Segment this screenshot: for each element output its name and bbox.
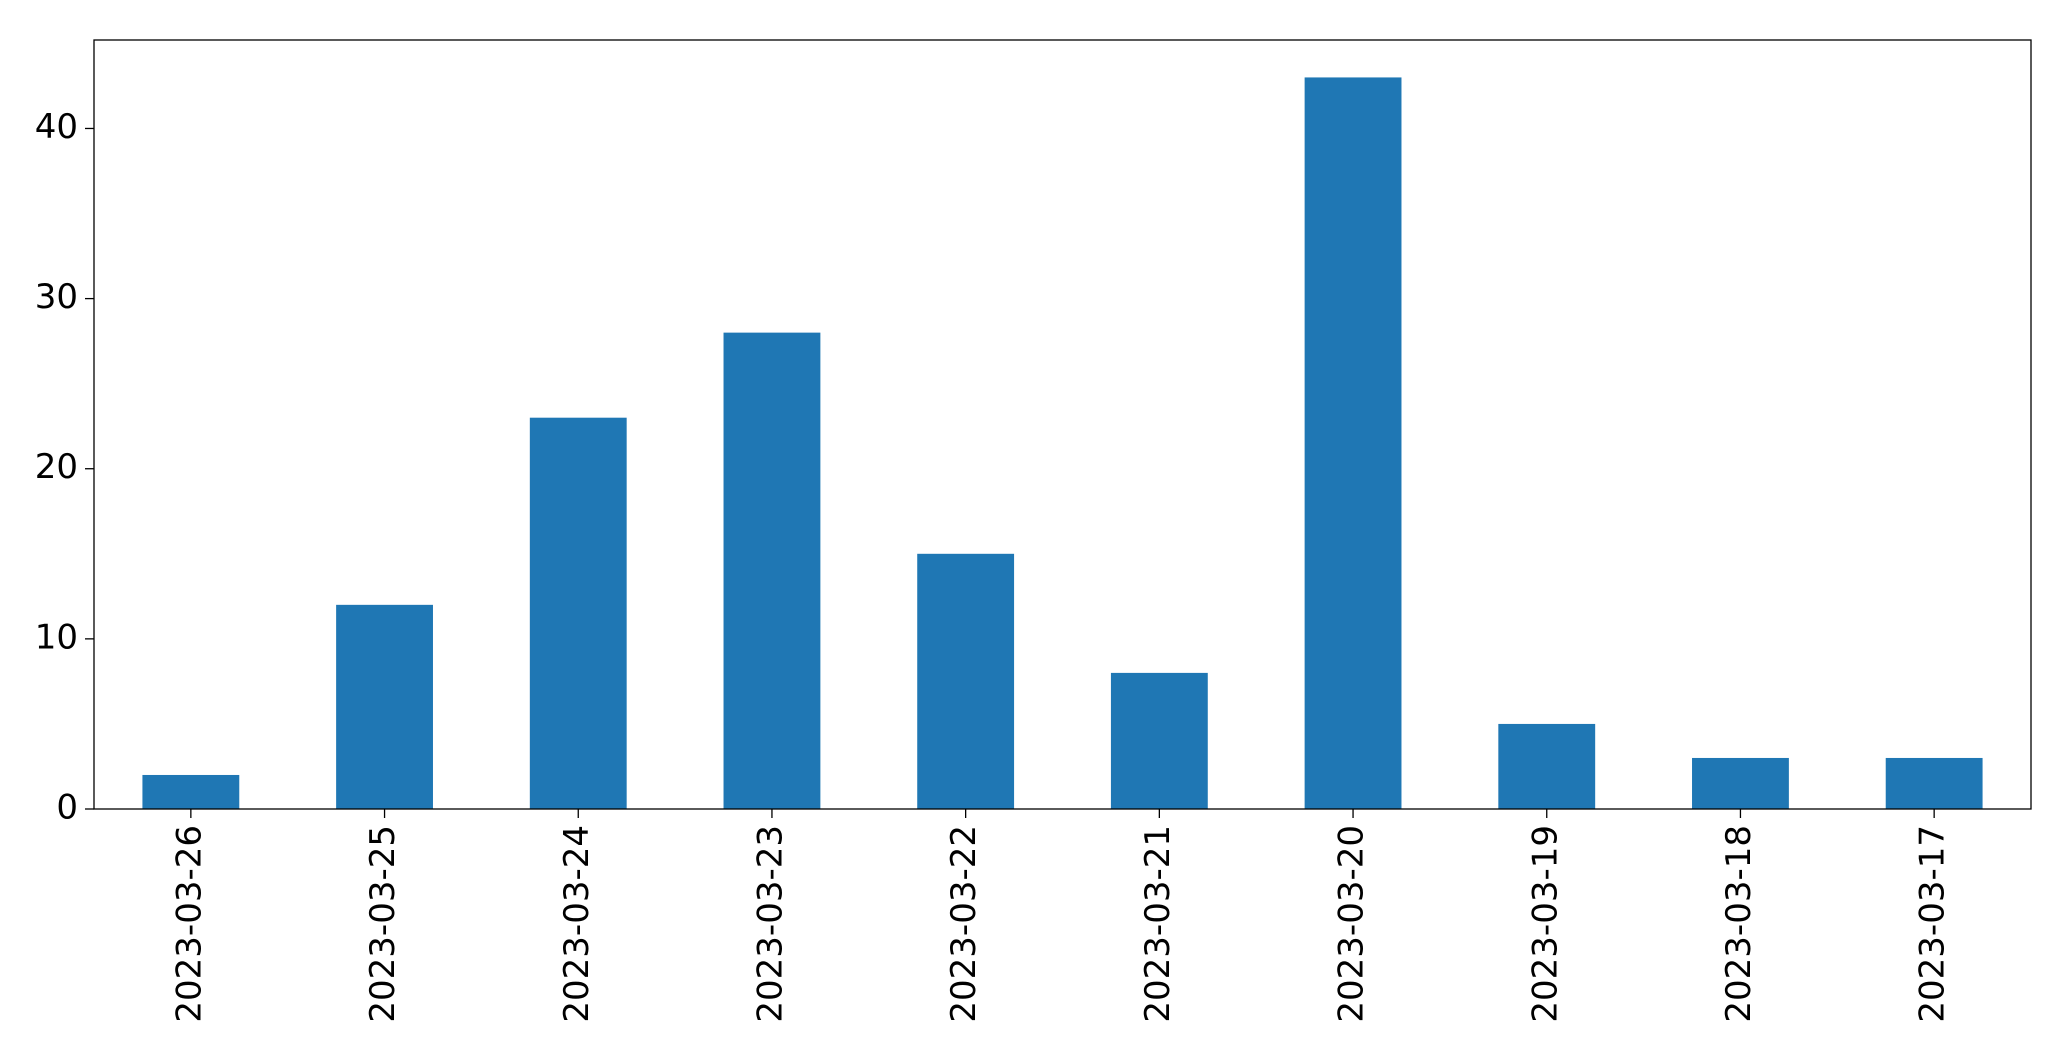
- x-tick-label: 2023-03-26: [169, 825, 209, 1023]
- y-tick-label: 10: [35, 617, 78, 657]
- bar: [1885, 757, 1983, 809]
- bar: [1304, 77, 1402, 810]
- x-tick-label: 2023-03-23: [750, 825, 790, 1023]
- x-tick-label: 2023-03-19: [1525, 825, 1565, 1023]
- bar: [142, 774, 240, 809]
- bar: [336, 604, 433, 809]
- x-tick-label: 2023-03-22: [944, 825, 984, 1023]
- y-tick-label: 20: [35, 447, 78, 487]
- bar: [529, 417, 627, 809]
- x-tick-label: 2023-03-17: [1913, 825, 1953, 1023]
- bar: [1498, 723, 1596, 809]
- x-tick-label: 2023-03-21: [1138, 825, 1178, 1023]
- x-tick-label: 2023-03-24: [557, 825, 597, 1023]
- bar: [723, 332, 821, 809]
- plot-frame: [93, 39, 2032, 810]
- x-tick-label: 2023-03-20: [1332, 825, 1372, 1023]
- bar: [917, 553, 1015, 809]
- y-tick-label: 40: [35, 107, 78, 147]
- bar: [1110, 672, 1208, 809]
- y-tick-label: 30: [35, 277, 78, 317]
- x-tick-label: 2023-03-25: [363, 825, 403, 1023]
- bar: [1692, 757, 1789, 809]
- y-tick-label: 0: [56, 788, 78, 828]
- x-tick-label: 2023-03-18: [1719, 825, 1759, 1023]
